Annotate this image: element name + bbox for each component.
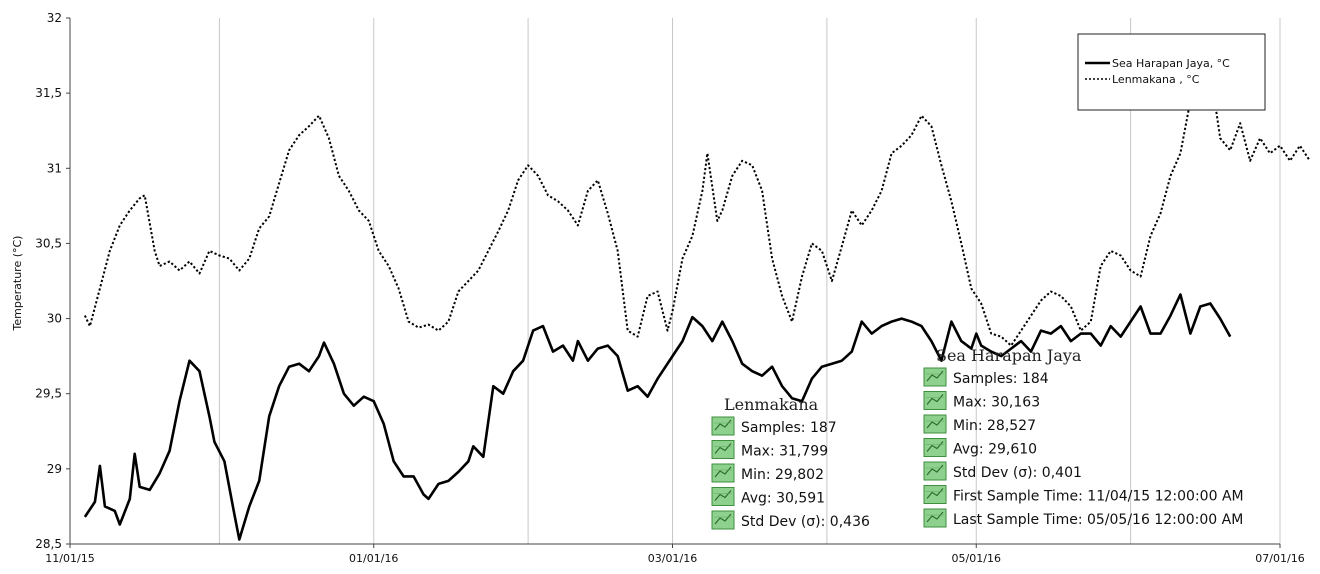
legend-box bbox=[1077, 33, 1266, 111]
x-tick-label: 05/01/16 bbox=[952, 552, 1001, 565]
stats-item: Max: 30,163 bbox=[953, 395, 1040, 411]
x-tick-label: 01/01/16 bbox=[349, 552, 398, 565]
stats-chart-icon bbox=[711, 487, 735, 506]
y-tick-label: 30 bbox=[47, 312, 62, 326]
stats-chart-icon bbox=[711, 510, 735, 530]
stats-chart-icon bbox=[923, 367, 947, 387]
stats-chart-icon bbox=[711, 463, 735, 483]
y-tick-label: 29 bbox=[47, 462, 62, 476]
stats-item: Avg: 30,591 bbox=[741, 491, 825, 507]
series-line-1 bbox=[83, 47, 1311, 347]
y-tick-label: 31,5 bbox=[35, 86, 62, 100]
stats-item: Last Sample Time: 05/05/16 12:00:00 AM bbox=[953, 512, 1243, 528]
stats-item: Std Dev (σ): 0,401 bbox=[953, 465, 1082, 481]
stats-item: Std Dev (σ): 0,436 bbox=[741, 514, 870, 530]
x-tick-label: 11/01/15 bbox=[45, 552, 94, 565]
y-tick-labels: 28,5 29 29,5 30 30,5 31 31,5 32 bbox=[35, 11, 70, 551]
stats-chart-icon bbox=[923, 414, 947, 434]
stats-chart-icon bbox=[923, 485, 947, 504]
stats-item: Samples: 184 bbox=[953, 371, 1049, 387]
stats-chart-icon bbox=[923, 438, 947, 457]
x-tick-labels: 11/01/15 01/01/16 03/01/16 05/01/16 07/01/16 bbox=[45, 544, 1305, 565]
series-line-0 bbox=[83, 293, 1232, 541]
y-tick-label: 28,5 bbox=[35, 537, 62, 551]
y-axis-label: Temperature (°C) bbox=[11, 236, 24, 332]
stats-box-1: Lenmakana Samples: 187 Max: 31,799 Min: 29,… bbox=[711, 395, 870, 530]
stats-box-title: Lenmakana bbox=[724, 395, 819, 414]
plot-axes bbox=[69, 18, 1280, 545]
legend-label-series-0: Sea Harapan Jaya, °C bbox=[1112, 57, 1230, 70]
y-tick-label: 30,5 bbox=[35, 236, 62, 250]
stats-item: Min: 28,527 bbox=[953, 418, 1036, 434]
stats-chart-icon bbox=[923, 508, 947, 528]
series-lines bbox=[83, 47, 1311, 541]
x-tick-label: 07/01/16 bbox=[1255, 552, 1304, 565]
stats-chart-icon bbox=[711, 416, 735, 436]
y-tick-label: 32 bbox=[47, 11, 62, 25]
statistics-annotations: Sea Harapan Jaya Samples: 184 Max: 30,163 M… bbox=[711, 346, 1244, 530]
legend-label-series-1: Lenmakana , °C bbox=[1112, 73, 1200, 86]
x-tick-label: 03/01/16 bbox=[648, 552, 697, 565]
y-tick-label: 31 bbox=[47, 161, 62, 175]
stats-item: Samples: 187 bbox=[741, 420, 837, 436]
stats-item: First Sample Time: 11/04/15 12:00:00 AM bbox=[953, 489, 1244, 505]
stats-chart-icon bbox=[711, 440, 735, 459]
stats-item: Max: 31,799 bbox=[741, 444, 828, 460]
y-tick-label: 29,5 bbox=[35, 387, 62, 401]
stats-item: Min: 29,802 bbox=[741, 467, 824, 483]
stats-box-title: Sea Harapan Jaya bbox=[936, 346, 1082, 365]
stats-box-0: Sea Harapan Jaya Samples: 184 Max: 30,163 M… bbox=[923, 346, 1244, 528]
stats-chart-icon bbox=[923, 461, 947, 481]
stats-chart-icon bbox=[923, 391, 947, 410]
stats-item: Avg: 29,610 bbox=[953, 442, 1037, 458]
legend: Sea Harapan Jaya, °C Lenmakana , °C bbox=[1077, 33, 1266, 111]
